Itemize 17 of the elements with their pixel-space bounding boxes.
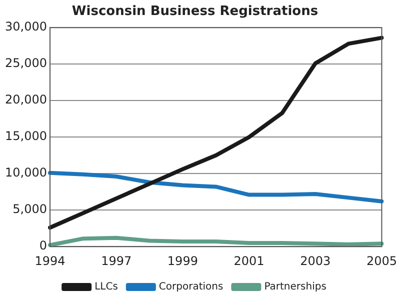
x-tick-label: 2001 bbox=[234, 254, 264, 268]
y-tick-label: 30,000 bbox=[4, 20, 47, 34]
y-tick-label: 20,000 bbox=[4, 92, 47, 107]
x-tick-label: 2003 bbox=[300, 254, 331, 268]
x-tick-label: 1994 bbox=[34, 254, 66, 268]
legend-label: Partnerships bbox=[264, 282, 326, 293]
y-tick-label: 25,000 bbox=[4, 56, 47, 70]
y-tick-label: 15,000 bbox=[4, 129, 47, 144]
x-tick-label: 1999 bbox=[167, 254, 198, 268]
legend-label: LLCs bbox=[94, 282, 118, 293]
chart-title: Wisconsin Business Registrations bbox=[72, 4, 318, 20]
y-tick-label: 0 bbox=[39, 238, 47, 253]
y-tick-label: 5,000 bbox=[12, 202, 47, 216]
x-tick-label: 2005 bbox=[366, 254, 398, 268]
legend-label: Corporations bbox=[158, 282, 224, 293]
x-tick-label: 1997 bbox=[101, 254, 132, 268]
y-tick-label: 10,000 bbox=[4, 166, 47, 180]
